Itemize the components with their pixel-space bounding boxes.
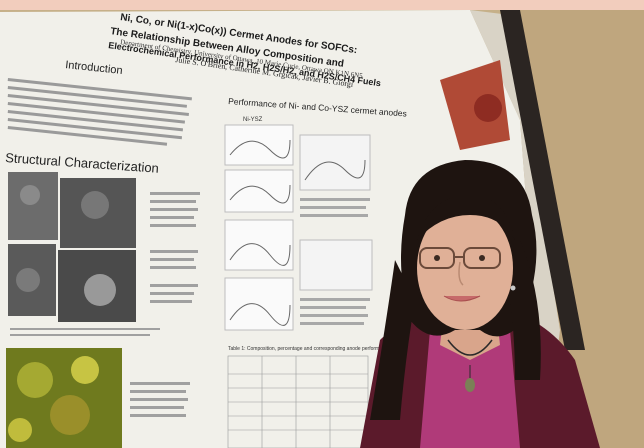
face [417, 206, 513, 330]
performance-text-block [300, 198, 370, 325]
right-eye [479, 255, 485, 261]
mouth [443, 295, 481, 302]
nose [458, 261, 464, 286]
data-table [227, 355, 369, 448]
graph-panels [224, 124, 373, 331]
hair-left-strand [370, 260, 415, 420]
microscopy-caption-text [130, 382, 190, 417]
section-introduction: Introduction [65, 59, 123, 77]
hair-right-strand [505, 240, 541, 380]
glasses [419, 247, 501, 269]
graph-lines [229, 139, 366, 326]
table-caption: Table 1: Composition, percentage and cor… [228, 346, 390, 352]
poster-frame [500, 10, 585, 350]
poster-red-blob [474, 94, 502, 122]
sem-image-grid [8, 172, 136, 322]
necklace-chain [447, 339, 493, 356]
hair-fringe [417, 195, 515, 240]
top-band [0, 0, 644, 10]
sem-caption-text [10, 192, 200, 336]
sub-label: Ni-YSZ [243, 117, 263, 123]
introduction-text-block [7, 77, 192, 146]
left-eye [434, 255, 440, 261]
earring [510, 285, 516, 291]
necklace-pendant [465, 378, 475, 392]
